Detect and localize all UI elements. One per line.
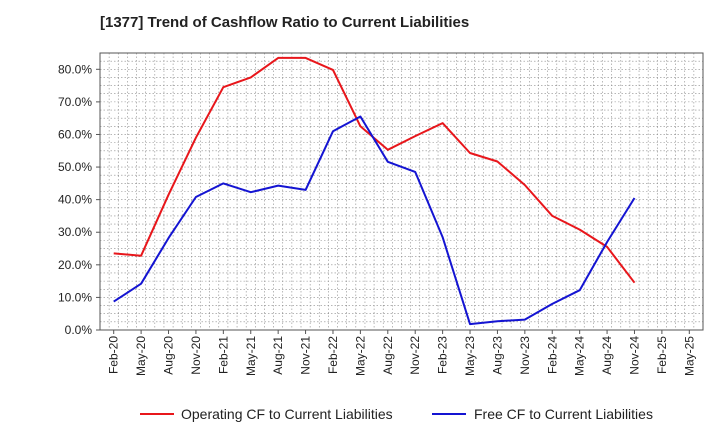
y-tick-label: 50.0% <box>58 160 92 174</box>
x-tick-label: Feb-25 <box>655 336 669 374</box>
x-tick-label: Feb-21 <box>216 336 230 374</box>
x-tick-label: Feb-24 <box>545 336 559 374</box>
x-tick-label: Nov-23 <box>518 336 532 375</box>
y-tick-label: 30.0% <box>58 225 92 239</box>
x-tick-label: May-20 <box>134 336 148 376</box>
x-tick-label: Aug-24 <box>600 336 614 375</box>
x-tick-label: Nov-20 <box>189 336 203 375</box>
y-tick-label: 80.0% <box>58 62 92 76</box>
y-tick-label: 20.0% <box>58 258 92 272</box>
y-tick-label: 10.0% <box>58 290 92 304</box>
x-tick-label: Aug-21 <box>271 336 285 375</box>
plot-border <box>99 52 704 331</box>
x-tick-label: Feb-23 <box>436 336 450 374</box>
x-tick-label: Feb-20 <box>107 336 121 374</box>
x-tick-label: Nov-24 <box>627 336 641 375</box>
x-tick-label: May-22 <box>353 336 367 376</box>
legend-label-1: Operating CF to Current Liabilities <box>181 406 393 422</box>
x-tick-label: Aug-23 <box>490 336 504 375</box>
chart-title: [1377] Trend of Cashflow Ratio to Curren… <box>100 14 470 31</box>
x-tick-label: May-23 <box>463 336 477 376</box>
x-tick-label: May-25 <box>682 336 696 376</box>
y-tick-label: 70.0% <box>58 95 92 109</box>
x-tick-label: Nov-22 <box>408 336 422 375</box>
y-tick-label: 40.0% <box>58 193 92 207</box>
x-tick-label: Aug-20 <box>162 336 176 375</box>
x-tick-label: Aug-22 <box>381 336 395 375</box>
x-tick-label: May-24 <box>573 336 587 376</box>
legend-label-2: Free CF to Current Liabilities <box>474 406 653 422</box>
x-tick-label: Feb-22 <box>326 336 340 374</box>
x-tick-label: May-21 <box>244 336 258 376</box>
y-tick-label: 0.0% <box>65 323 93 337</box>
y-tick-label: 60.0% <box>58 127 92 141</box>
x-tick-label: Nov-21 <box>299 336 313 375</box>
series-line-2 <box>113 115 636 326</box>
